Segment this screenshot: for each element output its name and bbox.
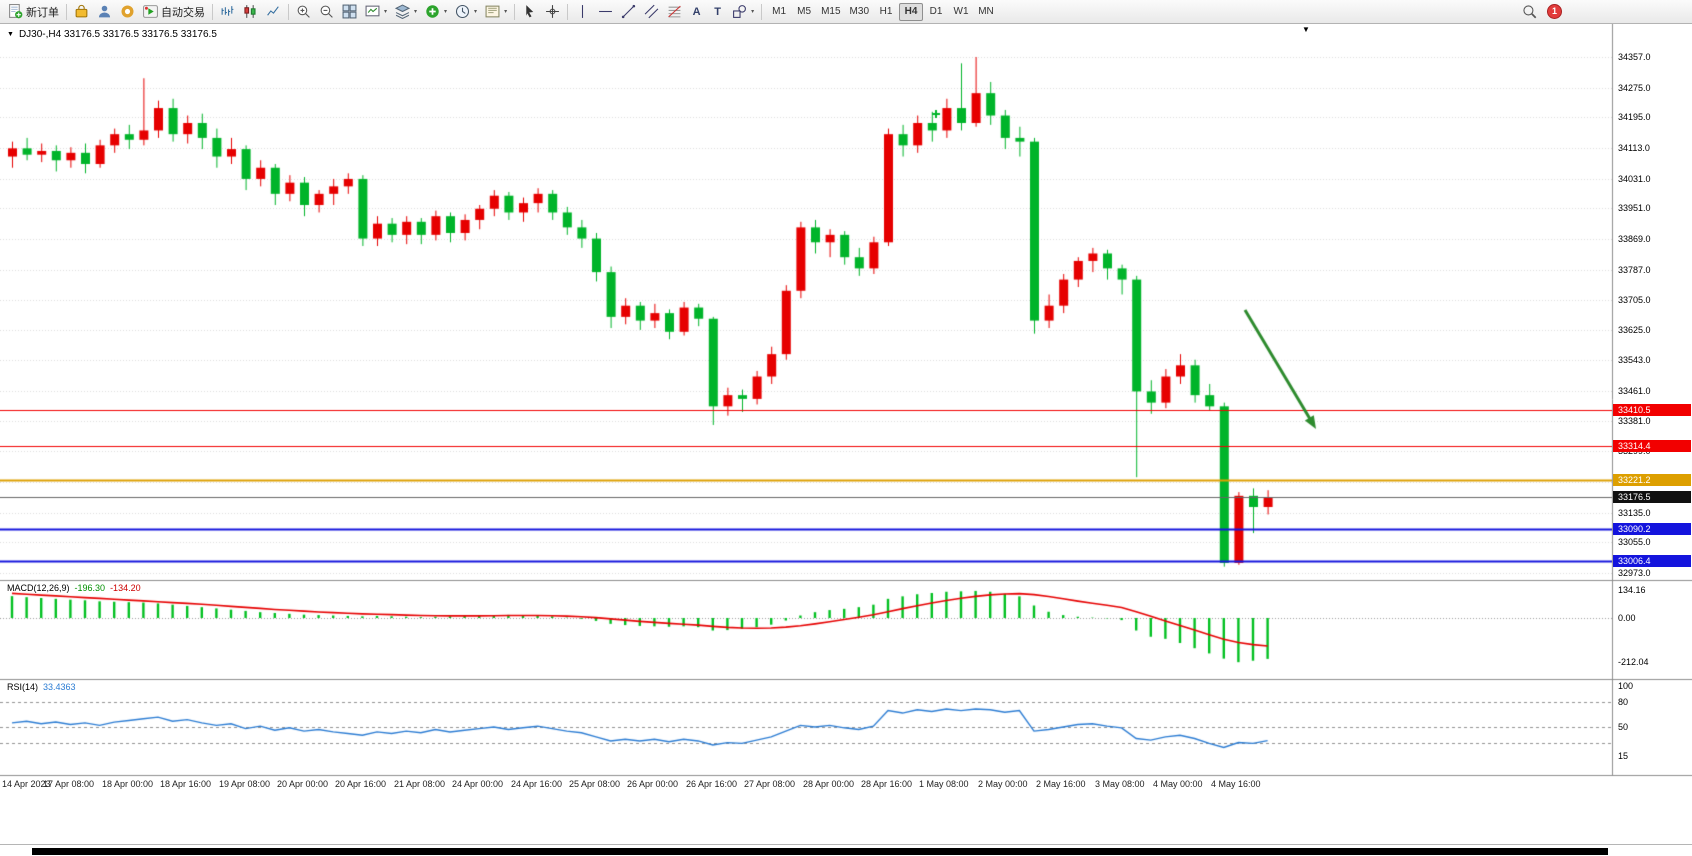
market-button[interactable] bbox=[70, 2, 93, 22]
tile-windows-button[interactable] bbox=[338, 2, 361, 22]
new-chart-icon bbox=[365, 4, 380, 19]
line-chart-icon bbox=[266, 4, 281, 19]
toolbar-separator bbox=[288, 3, 289, 20]
search-button[interactable] bbox=[1518, 2, 1541, 22]
macd-name: MACD(12,26,9) bbox=[7, 583, 70, 593]
chevron-down-icon: ▾ bbox=[474, 9, 478, 15]
auto-trading-icon bbox=[143, 4, 158, 19]
toolbar-separator bbox=[761, 3, 763, 20]
horizontal-line-button[interactable] bbox=[594, 2, 617, 22]
timeframe-w1[interactable]: W1 bbox=[949, 3, 973, 21]
macd-main-value: -196.30 bbox=[74, 583, 106, 593]
fibonacci-icon bbox=[667, 4, 682, 19]
rsi-value: 33.4363 bbox=[43, 682, 76, 692]
main-toolbar: 新订单 自动交易 ▾ ▾ ▾ ▾ ▾ A T ▾ M bbox=[0, 0, 1692, 24]
horizontal-line-icon bbox=[598, 4, 613, 19]
trendline-icon bbox=[621, 4, 636, 19]
vertical-line-icon bbox=[575, 4, 590, 19]
new-chart-button[interactable]: ▾ bbox=[361, 2, 391, 22]
timeframe-m30[interactable]: M30 bbox=[846, 3, 873, 21]
chevron-down-icon: ▾ bbox=[384, 9, 388, 15]
chevron-down-icon: ▾ bbox=[504, 9, 508, 15]
add-indicator-icon bbox=[425, 4, 440, 19]
chevron-down-icon: ▾ bbox=[444, 9, 448, 15]
zoom-in-icon bbox=[296, 4, 311, 19]
equidistant-channel-icon bbox=[644, 4, 659, 19]
auto-trading-label: 自动交易 bbox=[161, 6, 205, 19]
periods-icon bbox=[455, 4, 470, 19]
templates-button[interactable]: ▾ bbox=[481, 2, 511, 22]
timeframe-m1[interactable]: M1 bbox=[767, 3, 791, 21]
line-chart-button[interactable] bbox=[262, 2, 285, 22]
text-button[interactable]: A bbox=[686, 2, 707, 22]
toolbar-separator bbox=[66, 3, 67, 20]
timeframe-h4[interactable]: H4 bbox=[899, 2, 923, 21]
chart-shift-marker[interactable]: ▼ bbox=[1302, 25, 1310, 34]
equidistant-channel-button[interactable] bbox=[640, 2, 663, 22]
toolbar-separator bbox=[514, 3, 516, 20]
crosshair-button[interactable] bbox=[541, 2, 564, 22]
timeframe-m15[interactable]: M15 bbox=[817, 3, 844, 21]
text-icon: A bbox=[692, 5, 701, 18]
candlestick-chart-icon bbox=[243, 4, 258, 19]
timeframe-m5[interactable]: M5 bbox=[792, 3, 816, 21]
chart-canvas[interactable] bbox=[0, 24, 1692, 856]
trendline-button[interactable] bbox=[617, 2, 640, 22]
cursor-button[interactable] bbox=[518, 2, 541, 22]
new-order-button[interactable]: 新订单 bbox=[4, 2, 63, 22]
templates-icon bbox=[485, 4, 500, 19]
timeframe-mn[interactable]: MN bbox=[974, 3, 998, 21]
chevron-down-icon: ▾ bbox=[751, 9, 755, 15]
zoom-out-button[interactable] bbox=[315, 2, 338, 22]
crosshair-icon bbox=[545, 4, 560, 19]
timeframe-h1[interactable]: H1 bbox=[874, 3, 898, 21]
fibonacci-button[interactable] bbox=[663, 2, 686, 22]
chevron-down-icon: ▾ bbox=[414, 9, 418, 15]
bar-chart-button[interactable] bbox=[216, 2, 239, 22]
chart-scrollbar-thumb[interactable] bbox=[32, 848, 1608, 855]
rsi-name: RSI(14) bbox=[7, 682, 39, 692]
rsi-indicator-label: RSI(14) 33.4363 bbox=[7, 682, 76, 692]
symbol-ohlc-text: DJ30-,H4 33176.5 33176.5 33176.5 33176.5 bbox=[18, 29, 217, 40]
timeframe-d1[interactable]: D1 bbox=[924, 3, 948, 21]
profile-icon bbox=[97, 4, 112, 19]
chart-area: 34357.0 34275.0 34195.0 34113.0 34031.0 33951… bbox=[0, 24, 1692, 856]
periods-button[interactable]: ▾ bbox=[451, 2, 481, 22]
auto-trading-button[interactable]: 自动交易 bbox=[139, 2, 209, 22]
new-order-icon bbox=[8, 4, 23, 19]
timeframe-toolbar: M1 M5 M15 M30 H1 H4 D1 W1 MN bbox=[767, 2, 998, 21]
bottom-frame-line bbox=[0, 844, 1692, 845]
community-icon bbox=[120, 4, 135, 19]
market-icon bbox=[74, 4, 89, 19]
profiles-icon bbox=[395, 4, 411, 19]
text-label-icon: T bbox=[714, 5, 721, 18]
toolbar-separator bbox=[567, 3, 569, 20]
zoom-out-icon bbox=[319, 4, 334, 19]
profile-button[interactable] bbox=[93, 2, 116, 22]
shapes-button[interactable]: ▾ bbox=[728, 2, 758, 22]
new-order-label: 新订单 bbox=[26, 6, 59, 19]
profiles-button[interactable]: ▾ bbox=[391, 2, 421, 22]
bar-chart-icon bbox=[220, 4, 235, 19]
text-label-button[interactable]: T bbox=[707, 2, 728, 22]
toolbar-right-group: 1 bbox=[1518, 2, 1562, 22]
cursor-icon bbox=[522, 4, 537, 19]
search-icon bbox=[1522, 4, 1537, 19]
vertical-line-button[interactable] bbox=[571, 2, 594, 22]
symbol-dropdown-arrow[interactable]: ▼ bbox=[7, 31, 14, 38]
symbol-header: ▼ DJ30-,H4 33176.5 33176.5 33176.5 33176… bbox=[7, 29, 217, 40]
community-button[interactable] bbox=[116, 2, 139, 22]
zoom-in-button[interactable] bbox=[292, 2, 315, 22]
tile-windows-icon bbox=[342, 4, 357, 19]
macd-signal-value: -134.20 bbox=[110, 583, 141, 593]
add-indicator-button[interactable]: ▾ bbox=[421, 2, 451, 22]
macd-indicator-label: MACD(12,26,9) -196.30 -134.20 bbox=[7, 583, 141, 593]
notification-badge[interactable]: 1 bbox=[1547, 4, 1562, 19]
shapes-icon bbox=[732, 4, 747, 19]
toolbar-separator bbox=[212, 3, 213, 20]
candlestick-chart-button[interactable] bbox=[239, 2, 262, 22]
